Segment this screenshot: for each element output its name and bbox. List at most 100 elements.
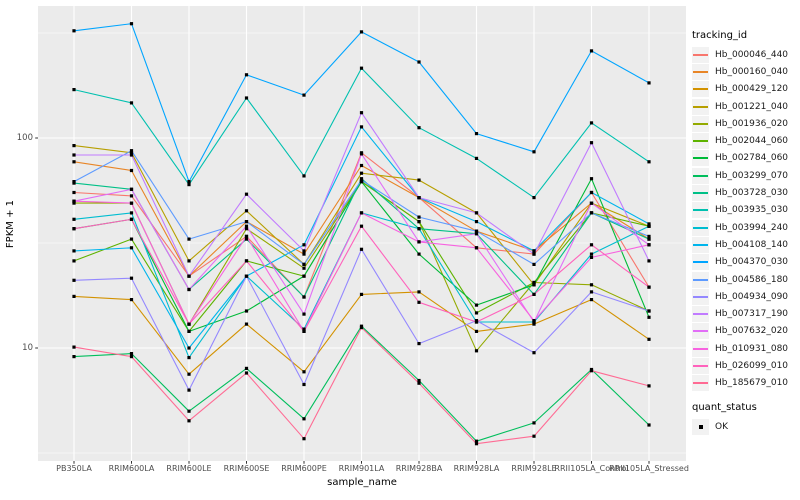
legend-item-label: Hb_003994_240 <box>715 222 789 233</box>
legend-key-icon <box>692 340 709 357</box>
legend-item-label: Hb_003935_030 <box>715 205 789 216</box>
legend-color-line-icon <box>693 88 708 91</box>
legend-color-line-icon <box>693 295 708 298</box>
x-tick-label: RRIM600PE <box>281 464 327 473</box>
legend-tracking-items: Hb_000046_440 Hb_000160_040 Hb_000429_120 H… <box>692 46 798 392</box>
legend-key-icon <box>692 219 709 236</box>
legend-key-icon <box>692 185 709 202</box>
legend-item-Hb_002784_060: Hb_002784_060 <box>692 150 798 167</box>
legend-item-Hb_001936_020: Hb_001936_020 <box>692 115 798 132</box>
legend-item-label: Hb_000429_120 <box>715 84 789 95</box>
legend-key-ok <box>692 418 709 435</box>
legend-color-line-icon <box>693 53 708 56</box>
legend-key-icon <box>692 81 709 98</box>
legend-color-line-icon <box>693 382 708 385</box>
legend-title-tracking-id: tracking_id <box>692 30 748 41</box>
x-tick-label: RRIM928LA <box>453 464 500 473</box>
legend-item-label: Hb_002044_060 <box>715 136 789 147</box>
legend-key-icon <box>692 254 709 271</box>
legend-color-line-icon <box>693 122 708 125</box>
legend-item-label: Hb_185679_010 <box>715 378 789 389</box>
legend-key-icon <box>692 150 709 167</box>
legend-item-label: Hb_000046_440 <box>715 49 789 60</box>
legend-item-label: Hb_007632_020 <box>715 326 789 337</box>
x-tick-label: PB350LA <box>56 464 92 473</box>
legend-item-ok: OK <box>692 418 798 435</box>
legend-key-icon <box>692 98 709 115</box>
legend-item-Hb_003299_070: Hb_003299_070 <box>692 167 798 184</box>
series-points-Hb_026099_010 <box>72 217 651 333</box>
legend-item-Hb_007317_190: Hb_007317_190 <box>692 305 798 323</box>
legend-item-label: Hb_001221_040 <box>715 101 789 112</box>
x-tick-label: RRIM600SE <box>223 464 270 473</box>
black-square-marker-icon <box>698 424 703 429</box>
legend-item-label: Hb_007317_190 <box>715 309 789 320</box>
legend-item-Hb_003728_030: Hb_003728_030 <box>692 184 798 202</box>
legend-key-icon <box>692 115 709 132</box>
legend-item-label: Hb_004370_030 <box>715 257 789 268</box>
legend-key-icon <box>692 46 709 63</box>
x-axis-title: sample_name <box>327 477 397 488</box>
legend-item-Hb_185679_010: Hb_185679_010 <box>692 375 798 392</box>
legend-item-Hb_000160_040: Hb_000160_040 <box>692 63 798 80</box>
legend-item-label: Hb_001936_020 <box>715 118 789 129</box>
legend-key-icon <box>692 202 709 219</box>
legend-item-label: Hb_004586_180 <box>715 274 789 285</box>
legend-color-line-icon <box>693 330 708 333</box>
x-tick-label: RRII105LA_Control <box>554 464 629 473</box>
series-points-Hb_004586_180 <box>72 149 651 266</box>
series-points-Hb_185679_010 <box>72 326 651 446</box>
legend-item-Hb_004370_030: Hb_004370_030 <box>692 254 798 271</box>
legend-color-line-icon <box>693 174 708 177</box>
legend-item-label: OK <box>715 421 728 432</box>
legend-item-label: Hb_002784_060 <box>715 153 789 164</box>
x-tick-label: RRIM600LA <box>108 464 155 473</box>
x-tick-label: RRIM901LA <box>338 464 385 473</box>
series-points-Hb_000429_120 <box>72 290 651 376</box>
legend-item-Hb_010931_080: Hb_010931_080 <box>692 340 798 357</box>
x-tick-label: RRII105LA_Stressed <box>609 464 689 473</box>
legend-item-Hb_002044_060: Hb_002044_060 <box>692 132 798 150</box>
legend-item-Hb_000046_440: Hb_000046_440 <box>692 46 798 63</box>
legend-key-icon <box>692 167 709 184</box>
legend-color-line-icon <box>693 192 708 195</box>
legend-color-line-icon <box>693 364 708 367</box>
y-tick-label: 10 <box>22 343 33 353</box>
legend-item-Hb_003994_240: Hb_003994_240 <box>692 219 798 236</box>
legend-color-line-icon <box>693 157 708 160</box>
legend-key-icon <box>692 288 709 305</box>
y-axis-title: FPKM + 1 <box>5 200 16 249</box>
x-tick-label: RRIM928LE <box>511 464 557 473</box>
legend-color-line-icon <box>693 140 708 143</box>
legend-key-icon <box>692 271 709 288</box>
legend-color-line-icon <box>693 209 708 212</box>
legend-color-line-icon <box>693 261 708 264</box>
legend-color-line-icon <box>693 226 708 229</box>
legend-item-label: Hb_003299_070 <box>715 170 789 181</box>
legend-item-label: Hb_026099_010 <box>715 360 789 371</box>
legend-key-icon <box>692 306 709 323</box>
legend-color-line-icon <box>693 347 708 350</box>
legend-item-Hb_001221_040: Hb_001221_040 <box>692 98 798 115</box>
legend-key-icon <box>692 375 709 392</box>
legend: tracking_id Hb_000046_440 Hb_000160_040 Hb… <box>692 30 798 435</box>
series-points-Hb_007317_190 <box>72 111 651 278</box>
legend-key-icon <box>692 63 709 80</box>
legend-item-label: Hb_003728_030 <box>715 188 789 199</box>
legend-item-Hb_007632_020: Hb_007632_020 <box>692 323 798 340</box>
legend-item-Hb_004934_090: Hb_004934_090 <box>692 288 798 305</box>
legend-key-icon <box>692 323 709 340</box>
legend-color-line-icon <box>693 278 708 281</box>
legend-color-line-icon <box>693 105 708 108</box>
legend-key-icon <box>692 133 709 150</box>
legend-key-icon <box>692 236 709 253</box>
legend-title-quant-status: quant_status <box>692 401 757 413</box>
legend-item-Hb_004586_180: Hb_004586_180 <box>692 271 798 288</box>
series-points-Hb_003935_030 <box>72 66 651 200</box>
legend-item-Hb_000429_120: Hb_000429_120 <box>692 81 798 98</box>
legend-item-Hb_026099_010: Hb_026099_010 <box>692 357 798 374</box>
legend-item-label: Hb_004108_140 <box>715 239 789 250</box>
x-tick-label: RRIM600LE <box>166 464 212 473</box>
